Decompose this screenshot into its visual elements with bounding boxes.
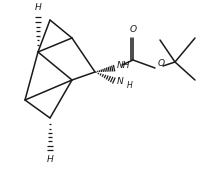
Text: NH: NH [117,60,130,70]
Text: H: H [47,155,53,165]
Text: N: N [117,77,124,86]
Text: O: O [158,59,165,69]
Text: H: H [35,3,41,13]
Text: H: H [127,82,133,90]
Text: O: O [129,25,137,35]
